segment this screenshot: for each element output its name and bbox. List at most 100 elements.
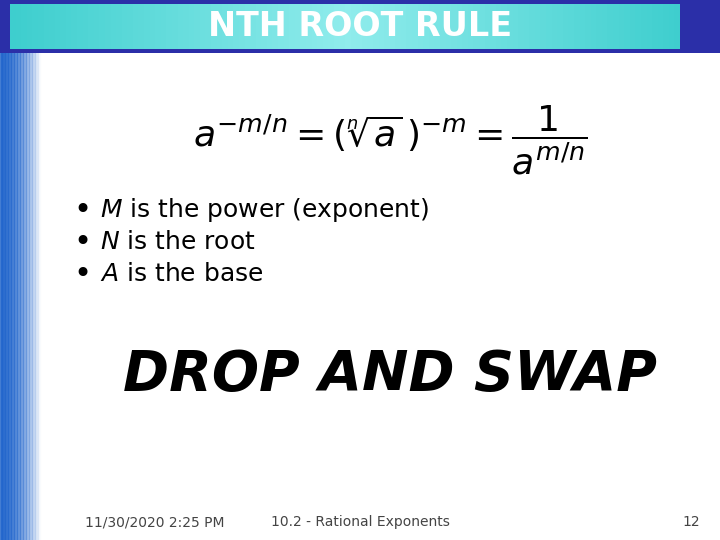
Bar xyxy=(27,0,29,540)
Bar xyxy=(657,4,664,49)
Bar xyxy=(300,4,307,49)
Bar xyxy=(373,4,379,49)
Bar xyxy=(205,4,212,49)
Bar xyxy=(675,4,680,49)
Bar xyxy=(51,0,53,540)
Bar xyxy=(34,0,35,540)
Bar xyxy=(22,0,24,540)
Bar xyxy=(60,4,66,49)
Bar xyxy=(43,0,45,540)
Bar xyxy=(647,4,652,49)
Bar xyxy=(518,4,524,49)
Bar xyxy=(59,0,61,540)
Bar xyxy=(272,4,279,49)
Bar xyxy=(412,4,418,49)
Bar xyxy=(99,4,105,49)
Bar xyxy=(312,4,318,49)
Bar xyxy=(602,4,608,49)
Bar xyxy=(501,4,508,49)
Bar xyxy=(272,4,279,49)
Bar xyxy=(496,4,502,49)
Bar xyxy=(418,4,423,49)
Bar xyxy=(17,0,19,540)
Bar xyxy=(116,4,122,49)
Bar xyxy=(6,0,9,540)
Bar xyxy=(596,4,603,49)
Text: •: • xyxy=(73,227,91,256)
Bar xyxy=(16,4,22,49)
Bar xyxy=(52,0,53,540)
Bar xyxy=(635,4,642,49)
Bar xyxy=(57,0,59,540)
Text: $\mathit{N}$ is the root: $\mathit{N}$ is the root xyxy=(100,230,256,254)
Bar xyxy=(552,4,558,49)
Bar xyxy=(1,0,2,540)
Bar xyxy=(19,0,22,540)
Bar xyxy=(53,0,55,540)
Bar xyxy=(440,4,446,49)
Bar xyxy=(2,0,4,540)
Bar xyxy=(0,0,10,53)
Bar xyxy=(541,4,546,49)
Text: DROP AND SWAP: DROP AND SWAP xyxy=(123,348,657,402)
Bar xyxy=(71,4,78,49)
Bar xyxy=(652,4,658,49)
Bar xyxy=(574,4,580,49)
Bar xyxy=(284,4,289,49)
Bar xyxy=(31,0,32,540)
Bar xyxy=(9,0,11,540)
Bar xyxy=(546,4,552,49)
Bar xyxy=(12,0,13,540)
Bar xyxy=(384,4,390,49)
Bar xyxy=(395,4,401,49)
Bar xyxy=(32,0,33,540)
Bar xyxy=(200,4,206,49)
Bar xyxy=(418,4,423,49)
Bar xyxy=(239,4,245,49)
Bar xyxy=(289,4,295,49)
Bar xyxy=(211,4,217,49)
Bar xyxy=(27,4,33,49)
Text: $\mathit{M}$ is the power (exponent): $\mathit{M}$ is the power (exponent) xyxy=(100,196,429,224)
Bar xyxy=(166,4,172,49)
Bar xyxy=(557,4,563,49)
Bar xyxy=(334,4,340,49)
Bar xyxy=(36,0,37,540)
Bar xyxy=(462,4,468,49)
Bar xyxy=(228,4,234,49)
Bar xyxy=(440,4,446,49)
Bar xyxy=(390,4,396,49)
Bar xyxy=(144,4,150,49)
Bar xyxy=(401,4,407,49)
Bar xyxy=(99,4,105,49)
Bar xyxy=(60,4,66,49)
Bar xyxy=(43,4,50,49)
Bar xyxy=(261,4,267,49)
Bar xyxy=(0,0,1,540)
Bar xyxy=(127,4,133,49)
Bar xyxy=(294,4,301,49)
Bar xyxy=(166,4,172,49)
Bar xyxy=(233,4,240,49)
Bar xyxy=(58,0,60,540)
Bar xyxy=(156,4,161,49)
Bar xyxy=(635,4,642,49)
Bar xyxy=(523,4,530,49)
Bar xyxy=(23,0,25,540)
Bar xyxy=(161,4,167,49)
Bar xyxy=(49,4,55,49)
Bar xyxy=(608,4,613,49)
Bar xyxy=(66,4,72,49)
Bar xyxy=(178,4,184,49)
Bar xyxy=(367,4,374,49)
Bar xyxy=(657,4,664,49)
Bar xyxy=(345,4,351,49)
Bar xyxy=(58,0,60,540)
Bar xyxy=(53,0,54,540)
Bar xyxy=(110,4,117,49)
Text: •: • xyxy=(73,195,91,225)
Bar xyxy=(48,0,50,540)
Bar xyxy=(178,4,184,49)
Text: NTH ROOT RULE: NTH ROOT RULE xyxy=(208,10,512,43)
Bar xyxy=(535,4,541,49)
